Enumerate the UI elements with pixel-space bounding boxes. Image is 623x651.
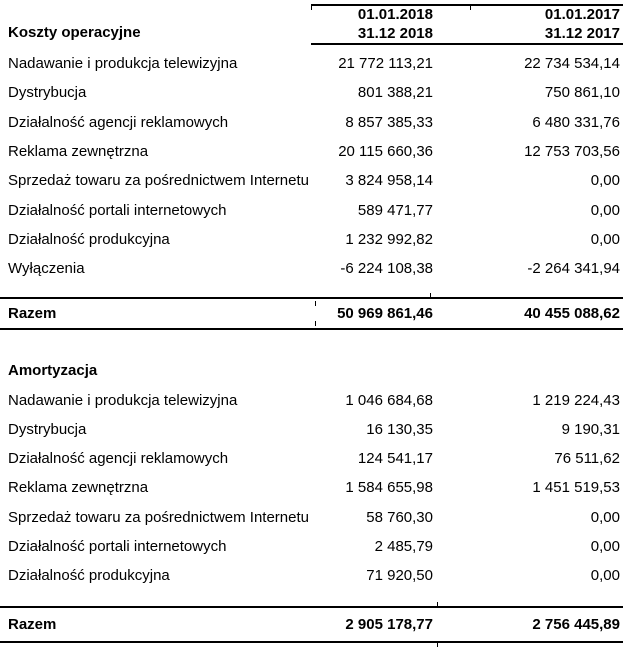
value-2018: 21 772 113,21 [338,55,433,73]
cell-border-tick [315,301,316,307]
value-2017: 0,00 [590,230,620,248]
section-title-koszty-operacyjne: Koszty operacyjne [8,24,141,41]
total-value-2017: 40 455 088,62 [524,305,620,323]
value-2018: 801 388,21 [357,84,433,102]
value-2017: 22 734 534,14 [524,55,620,73]
value-2018: 58 760,30 [366,508,433,526]
value-2018: 16 130,35 [366,420,433,438]
row-label: Wyłączenia [8,260,85,278]
table-row: Dystrybucja 16 130,35 9 190,31 [0,415,623,444]
value-2017: 0,00 [590,567,620,585]
value-2017: 750 861,10 [544,84,620,102]
cell-border-tick [470,6,471,10]
period-2018-end-date: 31.12 2018 [357,24,433,42]
total-label: Razem [8,616,57,634]
value-2018: 20 115 660,36 [338,143,433,161]
row-label: Działalność produkcyjna [8,230,170,248]
row-label: Działalność agencji reklamowych [8,113,229,131]
row-label: Reklama zewnętrzna [8,479,149,497]
table-row: Sprzedaż towaru za pośrednictwem Interne… [0,503,623,532]
total-value-2018: 2 905 178,77 [345,616,433,634]
table-row: Działalność produkcyjna 71 920,50 0,00 [0,561,623,590]
table-row: Nadawanie i produkcja telewizyjna 1 046 … [0,385,623,414]
row-label: Działalność agencji reklamowych [8,450,229,468]
value-2018: 8 857 385,33 [345,113,433,131]
value-2017: 12 753 703,56 [524,143,620,161]
period-2018-header: 01.01.2018 31.12 2018 [311,6,437,43]
value-2017: 0,00 [590,201,620,219]
row-label: Działalność portali internetowych [8,201,227,219]
row-label: Dystrybucja [8,84,87,102]
cell-border-tick [437,641,438,648]
section-amortyzacja-rows: Nadawanie i produkcja telewizyjna 1 046 … [0,385,623,590]
section-title-amortyzacja: Amortyzacja [8,362,98,380]
period-2018-start-date: 01.01.2018 [357,6,433,23]
value-2017: 1 219 224,43 [532,391,620,409]
table-row: Działalność produkcyjna 1 232 992,82 0,0… [0,225,623,254]
cell-border-tick [315,321,316,327]
row-label: Reklama zewnętrzna [8,143,149,161]
row-label: Sprzedaż towaru za pośrednictwem Interne… [8,172,309,190]
value-2018: 124 541,17 [357,450,433,468]
period-2017-start-date: 01.01.2017 [544,6,620,23]
cell-border-tick [311,6,312,10]
value-2018: 3 824 958,14 [345,172,433,190]
table-row: Działalność agencji reklamowych 8 857 38… [0,108,623,137]
value-2018: -6 224 108,38 [340,260,433,278]
total-value-2017: 2 756 445,89 [532,616,620,634]
table-row: Działalność portali internetowych 2 485,… [0,532,623,561]
cell-border-tick [437,602,438,609]
value-2018: 589 471,77 [357,201,433,219]
total-row-amortyzacja: Razem 2 905 178,77 2 756 445,89 [0,602,623,648]
row-label: Działalność produkcyjna [8,567,170,585]
total-row-koszty-operacyjne: Razem 50 969 861,46 40 455 088,62 [0,293,623,331]
table-row: Dystrybucja 801 388,21 750 861,10 [0,78,623,107]
table-row: Działalność portali internetowych 589 47… [0,195,623,224]
cell-border-tick [430,293,431,300]
value-2017: 1 451 519,53 [532,479,620,497]
value-2018: 71 920,50 [366,567,433,585]
value-2017: 9 190,31 [561,420,620,438]
value-2017: 76 511,62 [554,450,620,468]
value-2018: 1 232 992,82 [345,230,433,248]
table-row: Nadawanie i produkcja telewizyjna 21 772… [0,49,623,78]
table-row: Sprzedaż towaru za pośrednictwem Interne… [0,166,623,195]
value-2017: 0,00 [590,172,620,190]
value-2018: 1 584 655,98 [345,479,433,497]
total-value-2018: 50 969 861,46 [337,305,433,323]
value-2017: -2 264 341,94 [527,260,620,278]
row-label: Sprzedaż towaru za pośrednictwem Interne… [8,508,309,526]
table-row: Wyłączenia -6 224 108,38 -2 264 341,94 [0,254,623,283]
total-label: Razem [8,305,57,323]
row-label: Nadawanie i produkcja telewizyjna [8,391,238,409]
row-label: Dystrybucja [8,420,87,438]
value-2017: 0,00 [590,508,620,526]
period-2017-end-date: 31.12 2017 [544,24,620,42]
value-2017: 6 480 331,76 [532,113,620,131]
value-2017: 0,00 [590,538,620,555]
row-label: Działalność portali internetowych [8,538,227,555]
period-columns-header: 01.01.2018 31.12 2018 01.01.2017 31.12 2… [311,4,623,45]
value-2018: 1 046 684,68 [345,391,433,409]
row-label: Nadawanie i produkcja telewizyjna [8,55,238,73]
value-2018: 2 485,79 [374,538,433,555]
table-row: Działalność agencji reklamowych 124 541,… [0,444,623,473]
section-koszty-operacyjne-rows: Nadawanie i produkcja telewizyjna 21 772… [0,49,623,283]
period-2017-header: 01.01.2017 31.12 2017 [437,6,623,43]
table-row: Reklama zewnętrzna 20 115 660,36 12 753 … [0,137,623,166]
table-row: Reklama zewnętrzna 1 584 655,98 1 451 51… [0,473,623,502]
table-header: Koszty operacyjne 01.01.2018 31.12 2018 … [0,4,623,45]
